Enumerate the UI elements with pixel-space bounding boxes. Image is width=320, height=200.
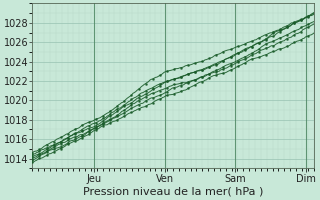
X-axis label: Pression niveau de la mer( hPa ): Pression niveau de la mer( hPa ) (83, 187, 263, 197)
